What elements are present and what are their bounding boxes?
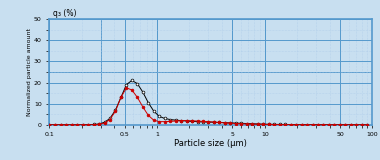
Text: q₃ (%): q₃ (%) [52,9,76,18]
X-axis label: Particle size (μm): Particle size (μm) [174,139,247,148]
Y-axis label: Normalized particle amount: Normalized particle amount [27,28,33,116]
